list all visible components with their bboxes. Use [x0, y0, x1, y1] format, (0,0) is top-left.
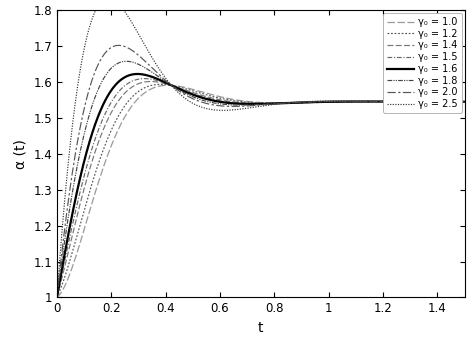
γ₀ = 1.8: [372, 99, 378, 103]
γ₀ = 1.5: [234, 101, 240, 105]
γ₀ = 1.4: [54, 295, 60, 299]
γ₀ = 2.5: [234, 107, 240, 112]
γ₀ = 1.5: [219, 99, 225, 103]
γ₀ = 1.8: [334, 99, 340, 103]
γ₀ = 1.8: [54, 295, 60, 299]
γ₀ = 1.0: [334, 100, 340, 104]
γ₀ = 2.0: [334, 99, 340, 103]
γ₀ = 2.0: [96, 62, 101, 66]
γ₀ = 1.0: [372, 100, 378, 104]
Line: γ₀ = 1.6: γ₀ = 1.6: [57, 74, 465, 297]
γ₀ = 1.4: [219, 98, 225, 102]
γ₀ = 1.2: [462, 100, 467, 104]
γ₀ = 2.0: [219, 104, 225, 108]
γ₀ = 1.6: [54, 295, 60, 299]
γ₀ = 1.4: [148, 79, 154, 83]
γ₀ = 2.0: [234, 104, 240, 108]
γ₀ = 1.8: [96, 87, 101, 91]
γ₀ = 2.0: [380, 99, 385, 103]
γ₀ = 1.6: [234, 102, 240, 106]
γ₀ = 1.2: [96, 161, 101, 165]
γ₀ = 1.0: [165, 83, 171, 87]
γ₀ = 1.8: [123, 59, 129, 63]
γ₀ = 1.0: [462, 100, 467, 104]
γ₀ = 1.4: [96, 140, 101, 144]
Line: γ₀ = 1.0: γ₀ = 1.0: [57, 85, 465, 297]
Line: γ₀ = 2.0: γ₀ = 2.0: [57, 45, 465, 297]
γ₀ = 2.5: [372, 99, 378, 103]
γ₀ = 1.8: [234, 103, 240, 107]
γ₀ = 2.5: [334, 99, 340, 103]
γ₀ = 1.0: [234, 98, 240, 102]
γ₀ = 1.8: [462, 100, 467, 104]
γ₀ = 1.6: [334, 100, 340, 104]
γ₀ = 1.2: [372, 100, 378, 104]
γ₀ = 1.2: [219, 97, 225, 101]
Line: γ₀ = 1.5: γ₀ = 1.5: [57, 79, 465, 297]
γ₀ = 1.2: [158, 82, 164, 86]
γ₀ = 1.4: [380, 99, 385, 103]
γ₀ = 1.0: [219, 95, 225, 99]
γ₀ = 2.0: [462, 100, 467, 104]
γ₀ = 1.2: [334, 100, 340, 104]
γ₀ = 1.5: [334, 100, 340, 104]
γ₀ = 1.2: [234, 99, 240, 103]
Y-axis label: α (t): α (t): [14, 139, 27, 169]
Line: γ₀ = 1.2: γ₀ = 1.2: [57, 84, 465, 297]
γ₀ = 1.0: [380, 100, 385, 104]
γ₀ = 2.0: [116, 43, 122, 47]
γ₀ = 1.0: [96, 180, 101, 184]
γ₀ = 2.5: [462, 100, 467, 104]
Line: γ₀ = 1.4: γ₀ = 1.4: [57, 81, 465, 297]
γ₀ = 2.0: [54, 295, 60, 299]
γ₀ = 1.5: [462, 100, 467, 104]
Line: γ₀ = 1.8: γ₀ = 1.8: [57, 61, 465, 297]
γ₀ = 1.8: [380, 99, 385, 103]
γ₀ = 1.6: [219, 100, 225, 104]
γ₀ = 1.5: [96, 127, 101, 131]
γ₀ = 1.4: [234, 100, 240, 104]
γ₀ = 2.5: [54, 295, 60, 299]
γ₀ = 1.6: [372, 99, 378, 103]
γ₀ = 2.5: [96, 3, 101, 7]
γ₀ = 1.6: [135, 72, 140, 76]
γ₀ = 1.5: [54, 295, 60, 299]
γ₀ = 2.0: [372, 99, 378, 103]
γ₀ = 2.5: [219, 108, 225, 112]
γ₀ = 1.6: [462, 100, 467, 104]
Line: γ₀ = 2.5: γ₀ = 2.5: [57, 0, 465, 297]
X-axis label: t: t: [258, 321, 264, 335]
Legend: γ₀ = 1.0, γ₀ = 1.2, γ₀ = 1.4, γ₀ = 1.5, γ₀ = 1.6, γ₀ = 1.8, γ₀ = 2.0, γ₀ = 2.5: γ₀ = 1.0, γ₀ = 1.2, γ₀ = 1.4, γ₀ = 1.5, …: [383, 13, 462, 113]
γ₀ = 1.4: [372, 99, 378, 103]
γ₀ = 1.6: [96, 113, 101, 117]
γ₀ = 1.5: [380, 99, 385, 103]
γ₀ = 1.4: [334, 100, 340, 104]
γ₀ = 2.5: [380, 99, 385, 103]
γ₀ = 1.5: [372, 99, 378, 103]
γ₀ = 1.5: [142, 77, 147, 81]
γ₀ = 1.4: [462, 100, 467, 104]
γ₀ = 1.2: [54, 295, 60, 299]
γ₀ = 1.6: [380, 99, 385, 103]
γ₀ = 1.0: [54, 295, 60, 299]
γ₀ = 1.8: [219, 102, 225, 106]
γ₀ = 1.2: [380, 100, 385, 104]
